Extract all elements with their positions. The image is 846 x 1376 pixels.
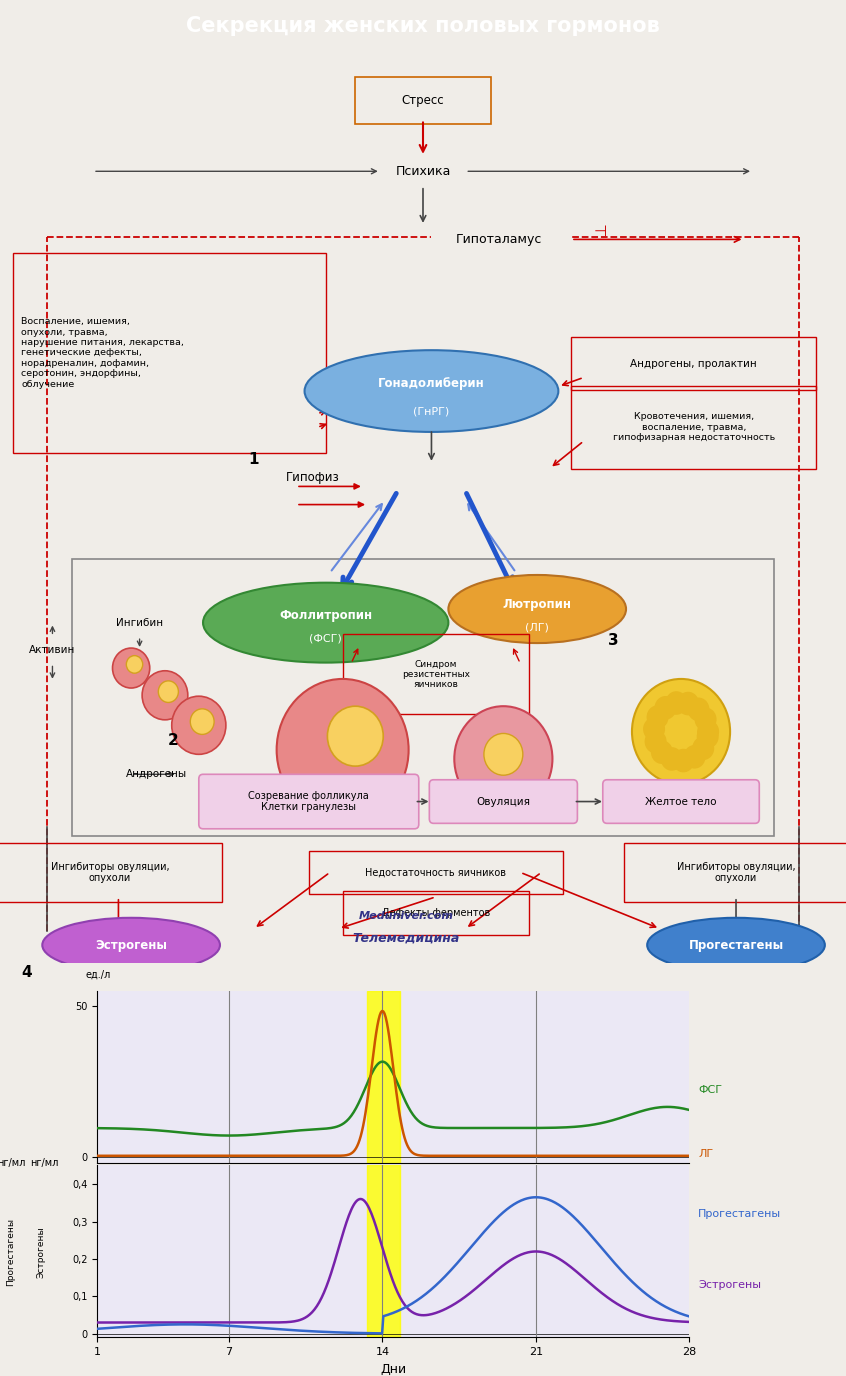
Circle shape (677, 692, 699, 716)
Text: (ЛГ): (ЛГ) (525, 622, 549, 632)
Text: 2: 2 (168, 733, 179, 749)
Circle shape (126, 655, 143, 673)
Text: 3: 3 (608, 633, 618, 648)
Text: Секрекция женских половых гормонов: Секрекция женских половых гормонов (186, 17, 660, 36)
Text: Гипофиз: Гипофиз (286, 471, 340, 484)
Text: Ингибиторы овуляции,
опухоли: Ингибиторы овуляции, опухоли (51, 861, 169, 883)
Text: Ингибиторы овуляции,
опухоли: Ингибиторы овуляции, опухоли (677, 861, 795, 883)
Ellipse shape (203, 582, 448, 663)
Text: Meduniver.com: Meduniver.com (359, 911, 453, 921)
Circle shape (646, 706, 668, 729)
Text: Лютропин: Лютропин (503, 599, 572, 611)
FancyBboxPatch shape (199, 775, 419, 828)
Text: (ФСГ): (ФСГ) (310, 634, 342, 644)
Circle shape (327, 706, 383, 766)
Circle shape (688, 698, 710, 721)
Text: Прогестагены: Прогестагены (698, 1210, 782, 1219)
Text: ед./л: ед./л (85, 970, 111, 980)
Circle shape (643, 717, 665, 740)
Text: Дефекты ферментов: Дефекты ферментов (382, 908, 490, 918)
Circle shape (655, 696, 677, 720)
Ellipse shape (448, 575, 626, 643)
Circle shape (692, 736, 714, 760)
Text: Психика: Психика (395, 165, 451, 178)
Text: Воспаление, ишемия,
опухоли, травма,
нарушение питания, лекарства,
генетические : Воспаление, ишемия, опухоли, травма, нар… (21, 318, 184, 388)
Circle shape (142, 670, 188, 720)
Circle shape (158, 681, 179, 703)
Bar (367, 991, 400, 1163)
Circle shape (697, 725, 719, 749)
Text: Эстрогены: Эстрогены (95, 938, 168, 952)
Text: Фоллитропин: Фоллитропин (279, 608, 372, 622)
X-axis label: Дни: Дни (381, 1362, 406, 1376)
Text: 4: 4 (21, 965, 32, 980)
Text: Ингибин: Ингибин (116, 618, 163, 627)
Circle shape (113, 648, 150, 688)
Text: Гипоталамус: Гипоталамус (456, 233, 542, 246)
Circle shape (665, 691, 687, 714)
Text: Созревание фолликула
Клетки гранулезы: Созревание фолликула Клетки гранулезы (249, 791, 369, 812)
FancyBboxPatch shape (603, 780, 760, 823)
Circle shape (172, 696, 226, 754)
Text: ЛГ: ЛГ (698, 1149, 713, 1159)
Text: Кровотечения, ишемия,
воспаление, травма,
гипофизарная недостаточность: Кровотечения, ишемия, воспаление, травма… (613, 413, 775, 442)
Text: Стресс: Стресс (402, 94, 444, 107)
Ellipse shape (42, 918, 220, 973)
Ellipse shape (647, 918, 825, 973)
Circle shape (661, 747, 683, 771)
Text: 1: 1 (249, 451, 259, 466)
Text: ⊣: ⊣ (594, 224, 607, 238)
Text: Желтое тело: Желтое тело (645, 797, 717, 806)
Ellipse shape (305, 351, 558, 432)
Circle shape (697, 720, 719, 743)
FancyBboxPatch shape (430, 780, 578, 823)
Circle shape (684, 744, 706, 769)
Circle shape (277, 678, 409, 820)
Text: Андрогены: Андрогены (126, 769, 187, 779)
Text: Телемедицина: Телемедицина (353, 932, 459, 944)
Circle shape (651, 740, 673, 764)
Text: Гонадолиберин: Гонадолиберин (378, 377, 485, 391)
Circle shape (645, 729, 667, 754)
Text: Прогестагены: Прогестагены (689, 938, 783, 952)
Text: Овуляция: Овуляция (476, 797, 530, 806)
Text: Активин: Активин (30, 645, 75, 655)
Circle shape (673, 749, 695, 772)
Circle shape (695, 707, 717, 731)
Text: Синдром
резистентных
яичников: Синдром резистентных яичников (402, 659, 470, 689)
Text: Андрогены, пролактин: Андрогены, пролактин (630, 359, 757, 369)
Text: (ГнРГ): (ГнРГ) (414, 406, 449, 416)
Text: Эстрогены: Эстрогены (36, 1226, 45, 1278)
Circle shape (484, 733, 523, 775)
Text: ФСГ: ФСГ (698, 1086, 722, 1095)
Text: Прогестагены: Прогестагены (7, 1218, 15, 1287)
Circle shape (190, 709, 214, 735)
Text: Эстрогены: Эстрогены (698, 1280, 761, 1291)
Circle shape (454, 706, 552, 812)
Bar (367, 1165, 400, 1337)
Text: нг/мл: нг/мл (0, 1157, 25, 1168)
Text: нг/мл: нг/мл (30, 1157, 58, 1168)
Text: Недостаточность яичников: Недостаточность яичников (365, 867, 506, 878)
Circle shape (632, 678, 730, 784)
